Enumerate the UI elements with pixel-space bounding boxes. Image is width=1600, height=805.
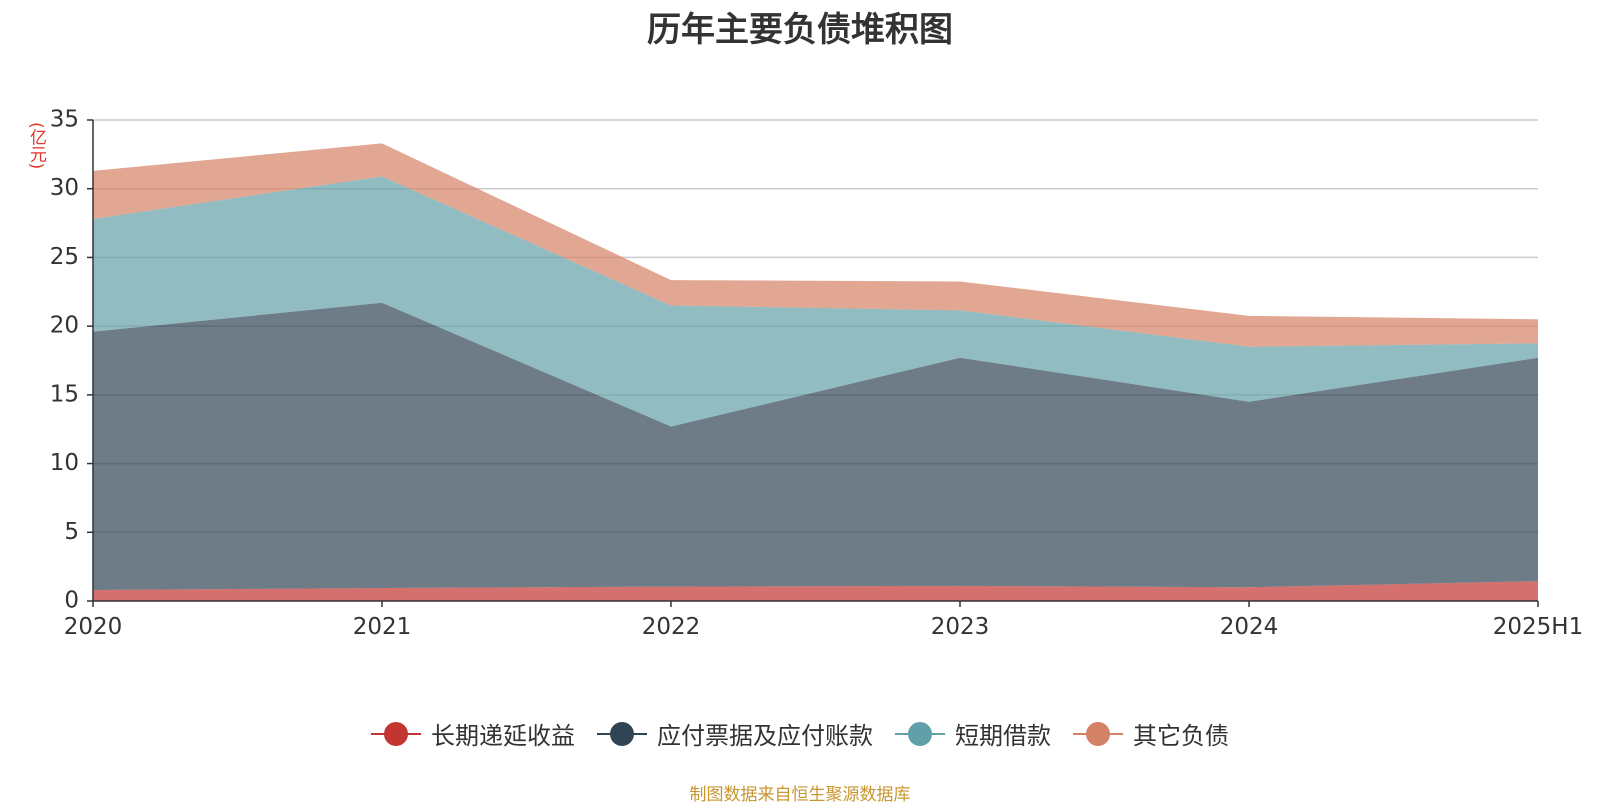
source-note: 制图数据来自恒生聚源数据库 [689,785,911,805]
area-series-1 [93,302,1538,591]
y-tick-label-35: 35 [50,107,79,133]
area-series [93,143,1538,601]
legend-label: 其它负债 [1133,722,1229,750]
y-axis-unit-label: (亿元) [26,122,46,170]
y-axis-ticks: 0 5 10 15 20 25 30 35 [50,107,93,614]
x-axis-ticks: 2020 2021 2022 2023 2024 2025H1 [64,601,1583,640]
legend-label: 应付票据及应付账款 [657,722,873,750]
y-tick-label-5: 5 [64,519,79,545]
y-tick-label-10: 10 [50,450,79,476]
x-tick-label-0: 2020 [64,614,123,640]
area-series-0 [93,581,1538,601]
legend-label: 长期递延收益 [431,722,575,750]
legend-marker-icon [1073,721,1123,746]
area-series-3 [93,143,1538,347]
y-tick-label-25: 25 [50,244,79,270]
legend-item-2[interactable]: 短期借款 [895,716,1051,751]
y-tick-label-20: 20 [50,313,79,339]
legend-label: 短期借款 [955,722,1051,750]
y-tick-label-0: 0 [64,588,79,614]
area-series-2 [93,176,1538,427]
stacked-area-chart: 0 5 10 15 20 25 30 35 2020 2021 2022 2023 2024 2025H… [50,107,1584,641]
x-tick-label-4: 2024 [1220,614,1279,640]
chart-title: 历年主要负债堆积图 [647,10,953,50]
x-tick-label-5: 2025H1 [1493,614,1583,640]
legend-marker-icon [895,721,945,746]
y-tick-label-15: 15 [50,381,79,407]
x-tick-label-2: 2022 [642,614,701,640]
legend-item-0[interactable]: 长期递延收益 [371,716,575,751]
legend: 长期递延收益 应付票据及应付账款 短期借款 其它负债 [0,716,1600,751]
legend-item-3[interactable]: 其它负债 [1073,716,1229,751]
x-tick-label-3: 2023 [931,614,990,640]
legend-marker-icon [597,721,647,746]
x-tick-label-1: 2021 [353,614,412,640]
legend-marker-icon [371,721,421,746]
y-tick-label-30: 30 [50,175,79,201]
legend-item-1[interactable]: 应付票据及应付账款 [597,716,873,751]
axes [92,120,1538,602]
